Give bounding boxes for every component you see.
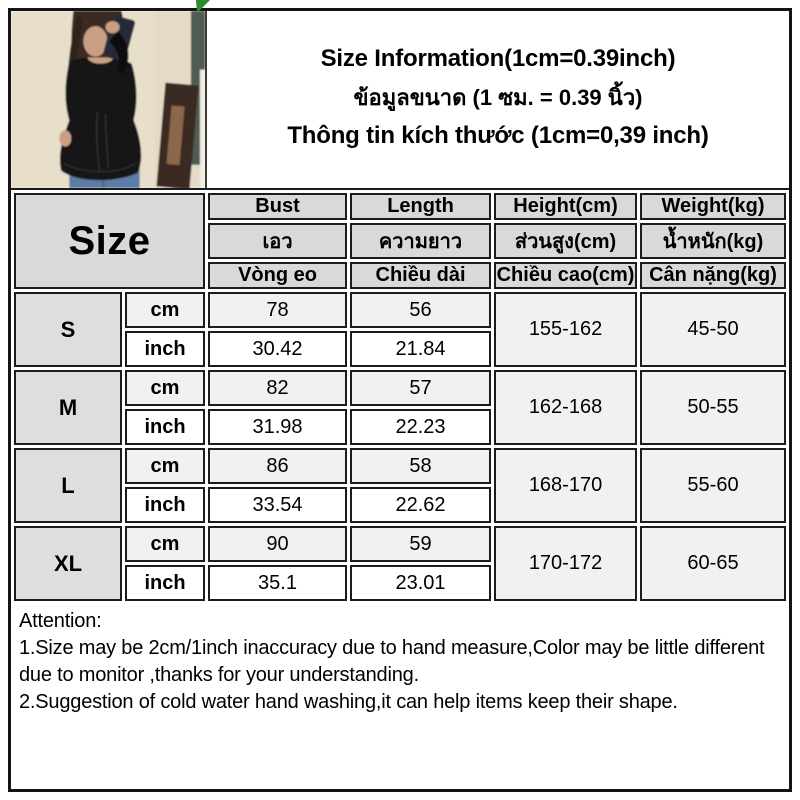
length-cm-l: 58 — [350, 448, 492, 484]
bust-cm-xl: 90 — [208, 526, 348, 562]
unit-inch: inch — [125, 565, 206, 601]
bust-inch-xl: 35.1 — [208, 565, 348, 601]
height-range-m: 162-168 — [494, 370, 638, 445]
header-row-vietnamese: Vòng eo Chiều dài Chiều cao(cm) Cân nặng… — [14, 262, 786, 289]
weight-range-l: 55-60 — [640, 448, 786, 523]
unit-inch: inch — [125, 331, 206, 367]
size-label-l: L — [14, 448, 122, 523]
length-inch-s: 21.84 — [350, 331, 492, 367]
size-label-s: S — [14, 292, 122, 367]
size-label-xl: XL — [14, 526, 122, 601]
title-thai: ข้อมูลขนาด (1 ซม. = 0.39 นิ้ว) — [353, 85, 643, 110]
unit-cm: cm — [125, 448, 206, 484]
unit-cm: cm — [125, 526, 206, 562]
weight-range-m: 50-55 — [640, 370, 786, 445]
attention-title: Attention: — [19, 610, 102, 632]
header-row-english: Size Bust Length Height(cm) Weight(kg) — [14, 193, 786, 289]
length-cm-m: 57 — [350, 370, 492, 406]
bust-cm-m: 82 — [208, 370, 348, 406]
row-l-inch: inch 33.54 22.62 — [14, 487, 786, 523]
unit-cm: cm — [125, 370, 206, 406]
row-xl-cm: XL cm 90 59 170-172 60-65 — [14, 526, 786, 601]
length-cm-xl: 59 — [350, 526, 492, 562]
unit-cm: cm — [125, 292, 206, 328]
height-range-l: 168-170 — [494, 448, 638, 523]
unit-inch: inch — [125, 487, 206, 523]
weight-range-xl: 60-65 — [640, 526, 786, 601]
title-english: Size Information(1cm=0.39inch) — [320, 45, 676, 72]
col-header-length-vn: Chiều dài — [350, 262, 492, 289]
col-header-length-en: Length — [350, 193, 492, 220]
col-header-height-vn: Chiều cao(cm) — [494, 262, 638, 289]
title-block: Size Information(1cm=0.39inch) ข้อมูลขนา… — [207, 11, 789, 188]
col-header-height-th: ส่วนสูง(cm) — [494, 223, 638, 259]
size-header-cell: Size — [14, 193, 206, 289]
height-range-xl: 170-172 — [494, 526, 638, 601]
col-header-bust-en: Bust — [208, 193, 348, 220]
attention-note-1: 1.Size may be 2cm/1inch inaccuracy due t… — [19, 637, 765, 686]
unit-inch: inch — [125, 409, 206, 445]
header-row-thai: เอว ความยาว ส่วนสูง(cm) น้ำหนัก(kg) — [14, 223, 786, 259]
model-selfie-illustration — [11, 11, 205, 188]
col-header-length-th: ความยาว — [350, 223, 492, 259]
bust-inch-l: 33.54 — [208, 487, 348, 523]
row-s-cm: S cm 78 56 155-162 45-50 — [14, 292, 786, 367]
bust-cm-l: 86 — [208, 448, 348, 484]
length-inch-l: 22.62 — [350, 487, 492, 523]
top-section: Size Information(1cm=0.39inch) ข้อมูลขนา… — [11, 11, 789, 190]
col-header-bust-vn: Vòng eo — [208, 262, 348, 289]
length-cm-s: 56 — [350, 292, 492, 328]
row-s-inch: inch 30.42 21.84 — [14, 331, 786, 367]
weight-range-s: 45-50 — [640, 292, 786, 367]
bust-inch-m: 31.98 — [208, 409, 348, 445]
row-l-cm: L cm 86 58 168-170 55-60 — [14, 448, 786, 523]
size-label-m: M — [14, 370, 122, 445]
attention-section: Attention: 1.Size may be 2cm/1inch inacc… — [11, 604, 789, 789]
row-m-inch: inch 31.98 22.23 — [14, 409, 786, 445]
bust-cm-s: 78 — [208, 292, 348, 328]
col-header-height-en: Height(cm) — [494, 193, 638, 220]
col-header-weight-th: น้ำหนัก(kg) — [640, 223, 786, 259]
product-photo — [11, 11, 207, 188]
attention-note-2: 2.Suggestion of cold water hand washing,… — [19, 691, 678, 713]
col-header-weight-vn: Cân nặng(kg) — [640, 262, 786, 289]
row-m-cm: M cm 82 57 162-168 50-55 — [14, 370, 786, 445]
title-vietnamese: Thông tin kích thước (1cm=0,39 inch) — [287, 122, 709, 149]
size-chart-frame: Size Information(1cm=0.39inch) ข้อมูลขนา… — [8, 8, 792, 792]
col-header-weight-en: Weight(kg) — [640, 193, 786, 220]
col-header-bust-th: เอว — [208, 223, 348, 259]
bust-inch-s: 30.42 — [208, 331, 348, 367]
length-inch-m: 22.23 — [350, 409, 492, 445]
size-table: Size Bust Length Height(cm) Weight(kg) เ… — [11, 190, 789, 604]
row-xl-inch: inch 35.1 23.01 — [14, 565, 786, 601]
height-range-s: 155-162 — [494, 292, 638, 367]
length-inch-xl: 23.01 — [350, 565, 492, 601]
